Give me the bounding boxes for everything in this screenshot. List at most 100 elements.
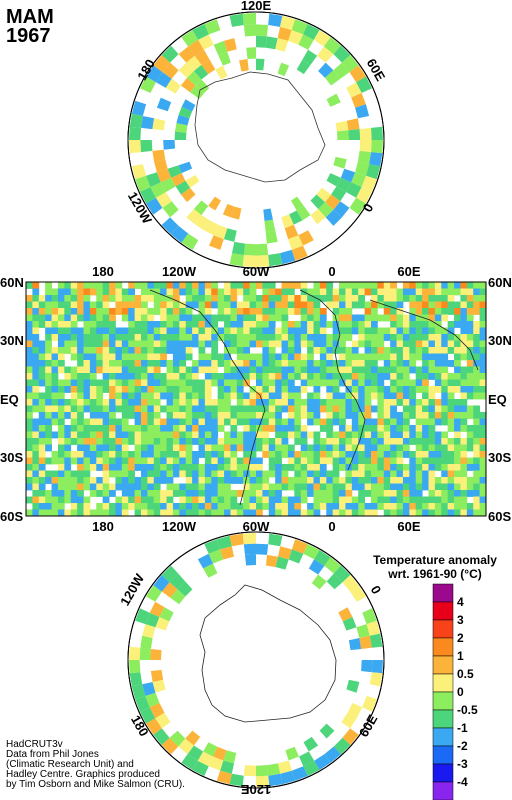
anomaly-cell bbox=[45, 301, 52, 309]
anomaly-cell bbox=[211, 477, 219, 484]
anomaly-cell bbox=[89, 431, 97, 439]
anomaly-cell bbox=[454, 418, 461, 426]
anomaly-cell bbox=[38, 509, 46, 517]
anomaly-cell bbox=[131, 164, 147, 180]
anomaly-cell bbox=[422, 496, 429, 504]
anomaly-cell bbox=[185, 295, 193, 302]
anomaly-cell bbox=[249, 490, 257, 497]
anomaly-cell bbox=[211, 490, 219, 497]
anomaly-cell bbox=[364, 308, 372, 315]
anomaly-cell bbox=[441, 418, 449, 426]
anomaly-cell bbox=[77, 451, 84, 458]
anomaly-cell bbox=[422, 301, 429, 309]
anomaly-cell bbox=[415, 464, 423, 471]
anomaly-cell bbox=[422, 360, 429, 367]
anomaly-cell bbox=[145, 692, 160, 708]
anomaly-cell bbox=[460, 451, 468, 458]
anomaly-cell bbox=[203, 742, 218, 757]
anomaly-cell bbox=[336, 177, 352, 193]
anomaly-cell bbox=[307, 405, 314, 413]
anomaly-cell bbox=[331, 186, 347, 202]
anomaly-cell bbox=[192, 392, 199, 400]
anomaly-cell bbox=[217, 360, 225, 367]
anomaly-cell bbox=[383, 353, 391, 361]
anomaly-cell bbox=[300, 379, 308, 387]
anomaly-cell bbox=[156, 168, 172, 183]
anomaly-cell bbox=[447, 360, 455, 367]
anomaly-cell bbox=[115, 425, 123, 432]
anomaly-cell bbox=[466, 431, 474, 439]
anomaly-cell bbox=[121, 334, 129, 341]
anomaly-cell bbox=[409, 438, 417, 445]
anomaly-cell bbox=[109, 509, 116, 517]
anomaly-cell bbox=[64, 327, 72, 335]
anomaly-cell bbox=[211, 366, 219, 374]
anomaly-cell bbox=[402, 399, 410, 406]
anomaly-cell bbox=[281, 451, 289, 458]
anomaly-cell bbox=[121, 496, 129, 504]
anomaly-cell bbox=[204, 470, 212, 478]
anomaly-cell bbox=[57, 490, 65, 497]
anomaly-cell bbox=[479, 457, 487, 465]
anomaly-cell bbox=[371, 470, 378, 478]
anomaly-cell bbox=[204, 509, 212, 517]
anomaly-cell bbox=[287, 431, 295, 439]
anomaly-cell bbox=[96, 399, 104, 406]
anomaly-cell bbox=[281, 288, 289, 296]
anomaly-cell bbox=[434, 334, 442, 341]
anomaly-cell bbox=[377, 464, 385, 471]
anomaly-cell bbox=[38, 353, 46, 361]
anomaly-cell bbox=[102, 321, 110, 328]
anomaly-cell bbox=[109, 366, 116, 374]
anomaly-cell bbox=[351, 399, 359, 406]
anomaly-cell bbox=[356, 624, 370, 638]
anomaly-cell bbox=[178, 106, 193, 119]
anomaly-cell bbox=[128, 386, 136, 393]
anomaly-cell bbox=[83, 373, 91, 380]
anomaly-cell bbox=[294, 464, 302, 471]
anomaly-cell bbox=[204, 457, 212, 465]
anomaly-cell bbox=[243, 496, 251, 504]
anomaly-cell bbox=[179, 308, 187, 315]
anomaly-cell bbox=[224, 509, 231, 517]
anomaly-cell bbox=[256, 405, 263, 413]
anomaly-cell bbox=[121, 373, 129, 380]
anomaly-cell bbox=[45, 282, 52, 289]
anomaly-cell bbox=[146, 197, 163, 215]
anomaly-cell bbox=[204, 438, 212, 445]
anomaly-cell bbox=[96, 490, 104, 497]
anomaly-cell bbox=[187, 71, 202, 86]
anomaly-cell bbox=[318, 62, 334, 78]
anomaly-cell bbox=[109, 457, 116, 465]
anomaly-cell bbox=[371, 353, 378, 361]
anomaly-cell bbox=[307, 379, 314, 387]
anomaly-cell bbox=[77, 334, 84, 341]
anomaly-cell bbox=[96, 327, 104, 335]
anomaly-cell bbox=[45, 373, 52, 380]
anomaly-cell bbox=[38, 373, 46, 380]
anomaly-cell bbox=[224, 438, 231, 445]
anomaly-cell bbox=[129, 646, 141, 660]
anomaly-cell bbox=[294, 477, 302, 484]
anomaly-cell bbox=[428, 295, 436, 302]
anomaly-cell bbox=[179, 431, 187, 439]
anomaly-cell bbox=[256, 418, 263, 426]
anomaly-cell bbox=[185, 334, 193, 341]
anomaly-cell bbox=[179, 490, 187, 497]
anomaly-cell bbox=[371, 301, 378, 309]
anomaly-cell bbox=[358, 373, 366, 380]
credits-line5: by Tim Osborn and Mike Salmon (CRU). bbox=[6, 779, 185, 790]
anomaly-cell bbox=[339, 295, 346, 302]
anomaly-cell bbox=[166, 405, 174, 413]
anomaly-cell bbox=[211, 373, 219, 380]
anomaly-cell bbox=[473, 451, 481, 458]
anomaly-cell bbox=[224, 490, 231, 497]
anomaly-cell bbox=[38, 405, 46, 413]
anomaly-cell bbox=[339, 282, 346, 289]
anomaly-cell bbox=[434, 327, 442, 335]
anomaly-cell bbox=[115, 340, 123, 348]
anomaly-cell bbox=[281, 399, 289, 406]
anomaly-cell bbox=[275, 418, 282, 426]
anomaly-cell bbox=[141, 295, 148, 302]
anomaly-cell bbox=[434, 288, 442, 296]
